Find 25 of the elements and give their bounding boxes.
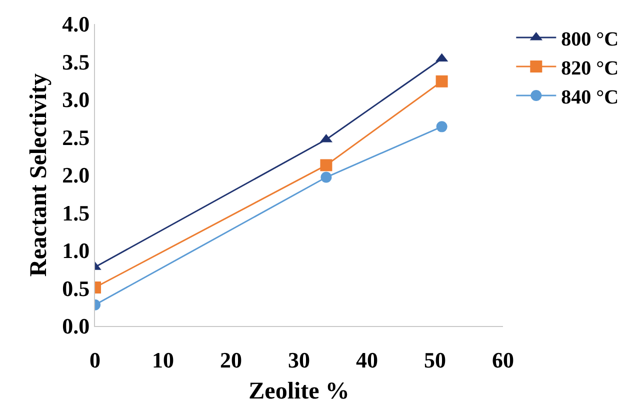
x-tick-label: 60 (492, 347, 514, 372)
legend-label: 820 °C (561, 57, 619, 80)
point (436, 75, 448, 88)
point (320, 172, 332, 183)
legend-label: 800 °C (561, 28, 619, 50)
y-tick-label: 3.0 (62, 87, 90, 112)
y-tick-label: 1.5 (62, 200, 90, 226)
x-tick-label: 10 (152, 347, 174, 372)
legend-label: 840 °C (561, 86, 619, 108)
y-tick-label: 0.5 (62, 276, 90, 301)
x-axis-title: Zeolite % (248, 378, 350, 405)
y-tick-label: 2.0 (62, 162, 90, 188)
point (320, 159, 332, 172)
x-tick-label: 50 (424, 347, 446, 372)
point (436, 121, 448, 132)
x-tick-label: 0 (90, 347, 100, 372)
y-tick-label: 4.0 (62, 12, 90, 37)
x-tick-label: 40 (356, 347, 378, 372)
y-tick-label: 3.5 (62, 49, 90, 74)
x-tick-label: 30 (288, 347, 310, 372)
y-tick-label: 0.0 (62, 314, 90, 339)
y-axis-title: Reactant Selectivity (26, 73, 52, 277)
y-tick-label: 1.0 (62, 238, 90, 264)
x-tick-label: 20 (220, 347, 242, 372)
y-tick-label: 2.5 (62, 124, 90, 150)
